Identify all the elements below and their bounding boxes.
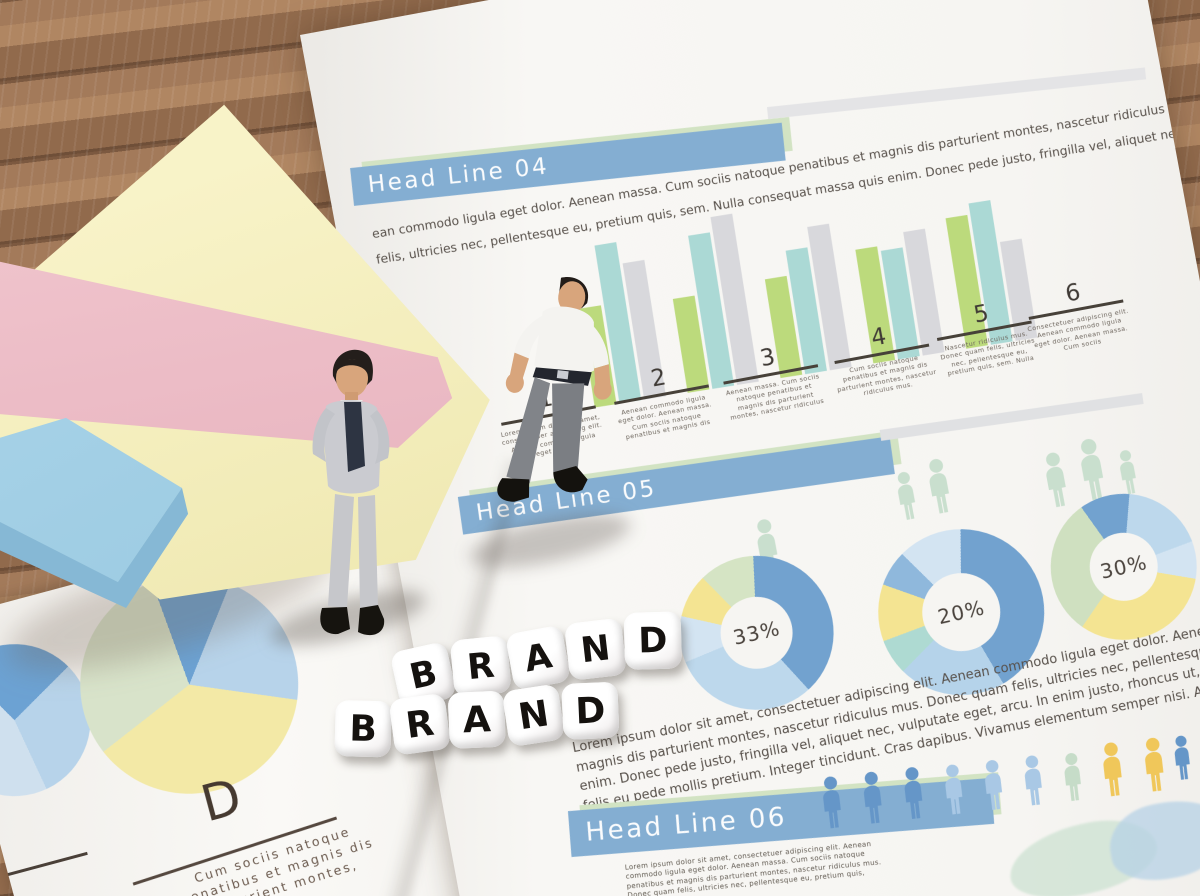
person-icon	[897, 472, 916, 520]
person-icon	[1119, 450, 1136, 495]
die-letter: D	[574, 689, 607, 732]
person-icon	[1081, 439, 1104, 501]
person-icon	[929, 459, 950, 514]
people-icons-group	[889, 456, 960, 523]
donut-percent-label: 33%	[730, 615, 783, 650]
die-letter: A	[461, 698, 492, 741]
shoe	[320, 607, 350, 635]
letter-die: A	[504, 624, 572, 692]
shoe	[497, 478, 530, 502]
donut-percent-label: 30%	[1097, 549, 1150, 584]
person-icon	[823, 776, 841, 829]
person-icon	[1064, 753, 1081, 801]
suit-trousers	[328, 494, 354, 608]
trousers	[506, 377, 551, 484]
die-letter: A	[521, 635, 556, 680]
corner-rule	[0, 851, 88, 879]
letter-die: R	[449, 635, 512, 698]
person-icon	[1145, 737, 1164, 792]
shoe	[358, 605, 385, 636]
die-letter: N	[578, 627, 613, 671]
person-icon	[985, 760, 1003, 810]
headline06-label: Head Line 06	[584, 802, 789, 848]
donut-chart-30: 30%	[1038, 481, 1200, 652]
die-letter: B	[406, 652, 441, 698]
letter-die: N	[501, 683, 566, 748]
person-icon	[1024, 755, 1042, 806]
die-letter: D	[637, 620, 668, 662]
die-letter: R	[465, 645, 497, 688]
person-icon	[1046, 452, 1066, 508]
die-letter: B	[348, 707, 378, 750]
letter-die: D	[623, 611, 683, 670]
headline05-extension-bar	[879, 393, 1144, 441]
shoe	[553, 466, 588, 493]
person-icon	[945, 764, 963, 815]
donut-percent-label: 20%	[935, 595, 988, 630]
person-icon	[863, 771, 882, 824]
die-letter: R	[403, 702, 437, 747]
donut-chart-20: 20%	[864, 515, 1058, 709]
person-icon	[1174, 735, 1190, 780]
figurine-businessman-shirt	[497, 276, 612, 502]
headline04-label: Head Line 04	[366, 153, 551, 199]
person-icon	[1103, 742, 1122, 797]
infographic-page: Head Line 04 ean commodo ligula eget dol…	[300, 0, 1200, 896]
letter-die: D	[561, 681, 620, 741]
belt-buckle	[556, 370, 569, 380]
people-icons-group	[1036, 430, 1145, 511]
face	[336, 359, 368, 397]
donut-chart-33: 33%	[666, 543, 847, 723]
die-letter: N	[515, 692, 552, 738]
person-icon	[904, 767, 923, 819]
figurine-businessman-suit	[312, 349, 390, 636]
letter-die: R	[388, 692, 452, 756]
letter-die: B	[334, 699, 392, 758]
pictogram-row	[816, 735, 1173, 831]
vest-tie	[344, 402, 365, 472]
letter-die: N	[563, 617, 628, 681]
letter-die: A	[447, 690, 506, 749]
pictogram-pair	[1168, 730, 1200, 782]
face	[558, 281, 586, 314]
